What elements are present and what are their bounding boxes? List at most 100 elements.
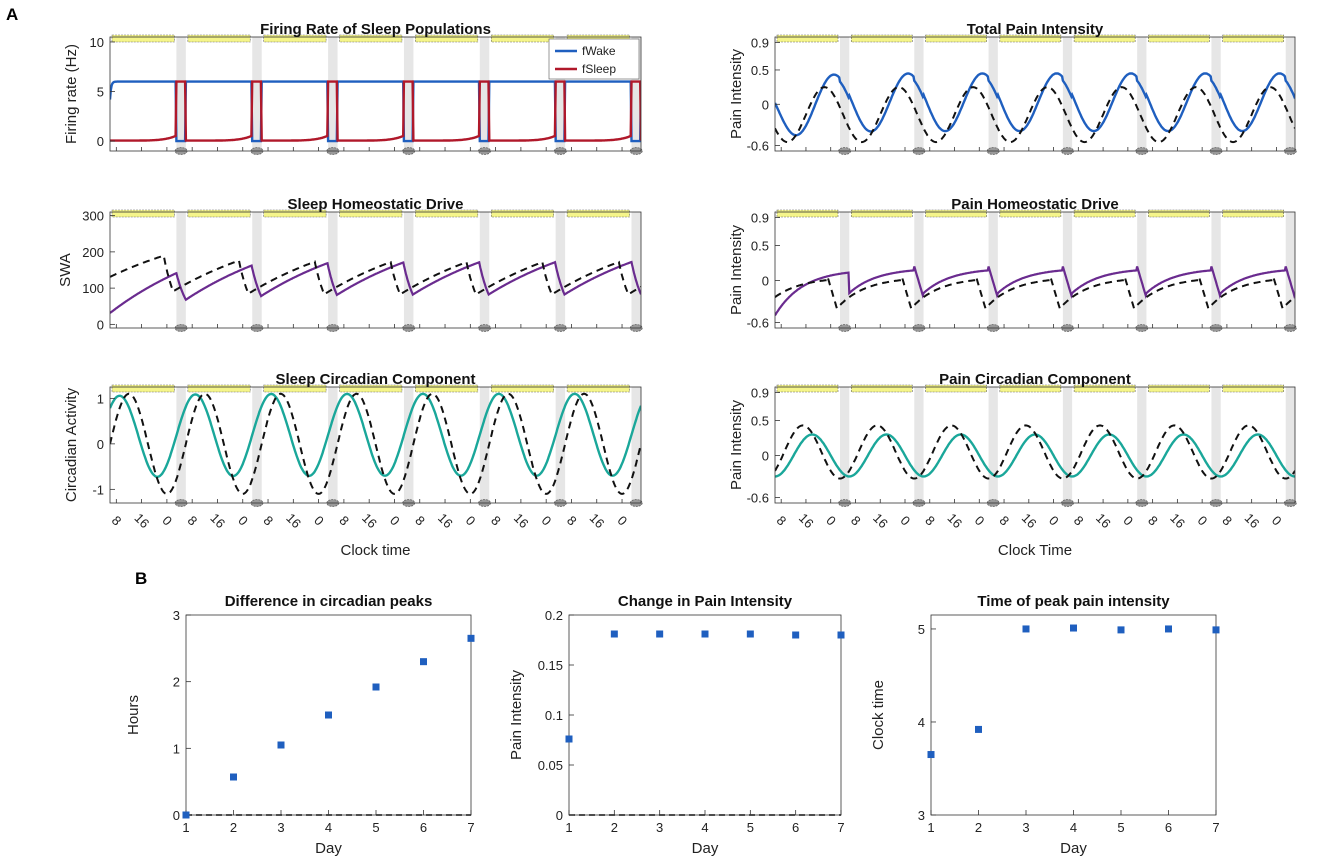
x-tick-label: 5 xyxy=(372,820,379,835)
sleep-band xyxy=(176,37,186,151)
axes-box xyxy=(109,211,642,329)
x-tick-label: 8 xyxy=(185,513,201,529)
light-period-bar xyxy=(1222,384,1285,393)
x-tick-label: 0 xyxy=(823,513,839,529)
x-tick-label: 16 xyxy=(796,510,817,531)
y-tick-label: 0.1 xyxy=(545,708,563,723)
x-tick-label: 8 xyxy=(261,513,277,529)
chart-title: Firing Rate of Sleep Populations xyxy=(260,21,491,38)
y-axis-label: SWA xyxy=(57,253,74,287)
data-point xyxy=(701,630,709,638)
light-period-bar xyxy=(339,384,403,393)
chart-b2: 0 0.05 0.1 0.15 0.2 1 2 3 4 5 6 7 Change in Pain Int… xyxy=(508,593,845,857)
sleep-band xyxy=(176,387,186,503)
y-tick-label: 5 xyxy=(97,85,104,100)
light-period-bar xyxy=(490,209,554,218)
x-tick-label: 0 xyxy=(897,513,913,529)
sleep-band xyxy=(555,212,566,328)
x-tick-label: 1 xyxy=(565,820,572,835)
sleep-band xyxy=(479,212,490,328)
y-tick-label: 0 xyxy=(762,97,769,112)
light-period-bar xyxy=(566,209,630,218)
x-tick-label: 8 xyxy=(1071,513,1087,529)
y-tick-label: 0.9 xyxy=(751,386,769,401)
light-period-bar xyxy=(925,384,987,393)
light-period-bar xyxy=(1148,34,1210,43)
light-period-bar xyxy=(415,34,479,43)
x-tick-label: 16 xyxy=(870,510,891,531)
data-point xyxy=(565,735,573,743)
data-point xyxy=(610,630,618,638)
y-axis-label: Pain Intensity xyxy=(508,669,525,760)
light-period-bar xyxy=(776,209,839,218)
data-point xyxy=(746,630,754,638)
x-tick-label: 16 xyxy=(359,510,380,531)
sleep-band xyxy=(403,37,414,151)
y-tick-label: 200 xyxy=(82,245,104,260)
light-period-bar xyxy=(1222,209,1285,218)
chart-title: Total Pain Intensity xyxy=(967,21,1104,38)
x-tick-label: 5 xyxy=(1117,820,1124,835)
light-period-bar xyxy=(263,34,327,43)
x-tick-label: 8 xyxy=(1219,513,1235,529)
legend-entry: fWake xyxy=(582,44,616,58)
x-tick-label: 4 xyxy=(701,820,708,835)
x-tick-label: 16 xyxy=(1019,510,1040,531)
sleep-band xyxy=(555,37,566,151)
x-tick-label: 8 xyxy=(1145,513,1161,529)
sleep-band xyxy=(1062,37,1073,151)
light-period-bar xyxy=(339,34,403,43)
x-tick-label: 3 xyxy=(277,820,284,835)
chart-title: Pain Circadian Component xyxy=(939,371,1131,388)
x-tick-label: 0 xyxy=(1120,513,1136,529)
light-period-bar xyxy=(415,209,479,218)
series-line-reference xyxy=(775,86,1295,144)
sleep-band xyxy=(555,387,566,503)
y-tick-label: 3 xyxy=(173,608,180,623)
chart-a1: 0 5 10 Firing Rate of Sleep Populations Firi… xyxy=(63,21,643,155)
x-tick-label: 8 xyxy=(564,513,580,529)
x-tick-label: 6 xyxy=(420,820,427,835)
x-tick-label: 0 xyxy=(235,513,251,529)
axes-box xyxy=(568,614,842,816)
sleep-band xyxy=(1285,387,1295,503)
y-axis-label: Hours xyxy=(125,695,142,735)
x-tick-label: 8 xyxy=(109,513,125,529)
panel-label-a: A xyxy=(6,5,18,24)
y-tick-label: 0.05 xyxy=(538,758,563,773)
sleep-band xyxy=(631,37,641,151)
x-tick-label: 16 xyxy=(511,510,532,531)
sleep-band xyxy=(988,387,998,503)
x-tick-label: 0 xyxy=(311,513,327,529)
series-line-fSleep xyxy=(110,80,641,142)
x-tick-label: 2 xyxy=(230,820,237,835)
y-tick-label: -0.6 xyxy=(747,139,769,154)
data-point xyxy=(467,634,475,642)
sleep-band xyxy=(1137,212,1147,328)
x-tick-label: 8 xyxy=(774,513,790,529)
chart-a4: -0.6 0 0.5 0.9 Pain Homeostatic Drive Pain In… xyxy=(728,196,1297,332)
legend-entry: fSleep xyxy=(582,62,616,76)
x-tick-label: 16 xyxy=(944,510,965,531)
data-point xyxy=(325,711,332,719)
light-period-bar xyxy=(415,384,479,393)
light-period-bar xyxy=(1073,34,1136,43)
y-tick-label: -1 xyxy=(92,482,104,497)
axes-box xyxy=(930,614,1217,816)
series-line-model xyxy=(775,266,1295,317)
y-tick-label: 0.5 xyxy=(751,239,769,254)
legend-box xyxy=(548,38,640,80)
sleep-band xyxy=(252,212,262,328)
data-point xyxy=(372,683,380,691)
chart-title: Sleep Circadian Component xyxy=(275,371,475,388)
sleep-band xyxy=(1137,387,1147,503)
data-point xyxy=(975,725,982,733)
sleep-band xyxy=(479,37,490,151)
sleep-band xyxy=(1211,387,1221,503)
sleep-band xyxy=(176,212,186,328)
y-tick-label: 0 xyxy=(97,317,104,332)
x-tick-label: 16 xyxy=(1093,510,1114,531)
